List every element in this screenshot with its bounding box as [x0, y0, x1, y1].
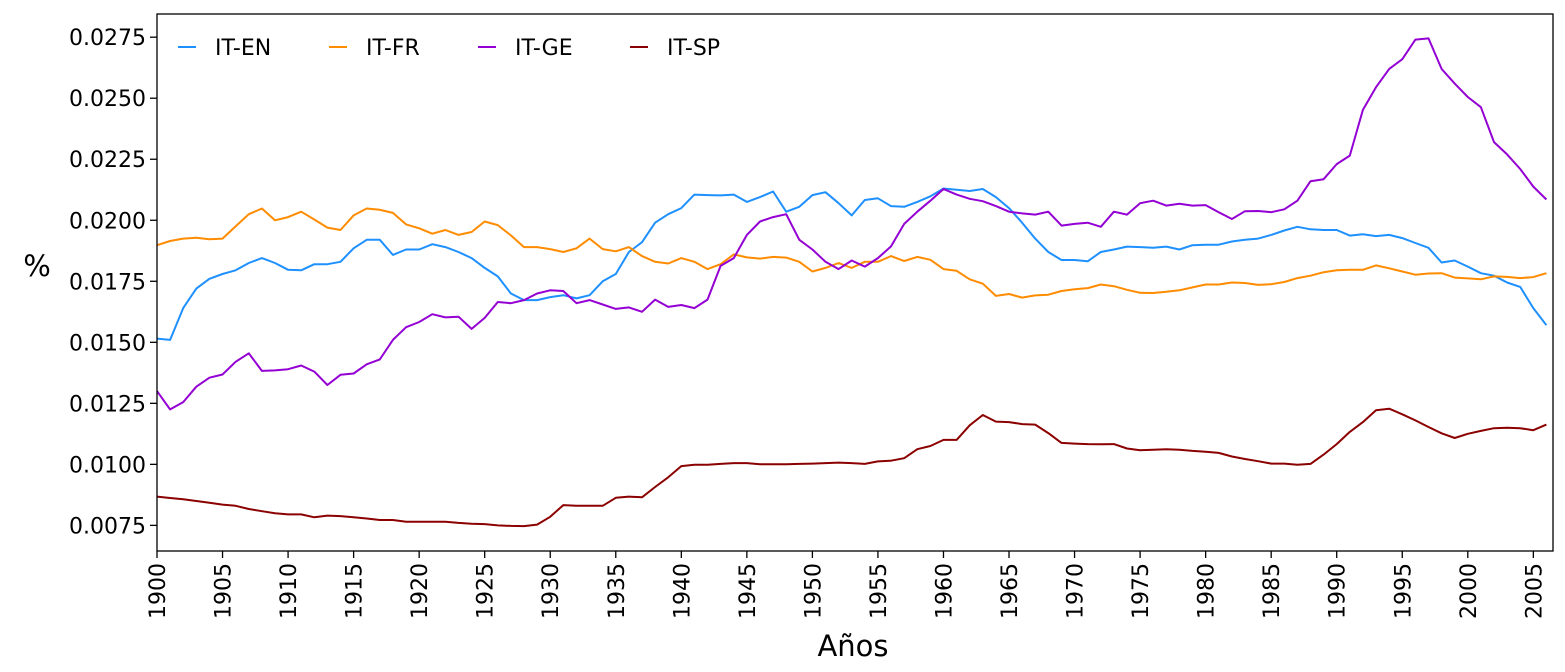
y-tick-label: 0.0150: [69, 331, 146, 356]
x-tick-label: 1975: [1129, 563, 1154, 619]
y-tick-label: 0.0175: [69, 270, 146, 295]
x-tick-label: 1935: [605, 563, 630, 619]
x-tick-label: 1970: [1064, 563, 1089, 619]
series-line-it-sp: [156, 407, 1547, 528]
y-tick-label: 0.0075: [69, 514, 146, 539]
series-lines: [156, 37, 1548, 528]
series-line-it-fr: [156, 207, 1547, 299]
x-tick-label: 1985: [1260, 563, 1285, 619]
x-tick-label: 1955: [867, 563, 892, 619]
y-tick-label: 0.0200: [69, 209, 146, 234]
x-axis: 1900 1905 1910 1915 1920 1925 1930 1935 1940 1945…: [146, 551, 1547, 619]
series-line-it-ge: [156, 37, 1548, 411]
x-tick-label: 1930: [539, 563, 564, 619]
y-axis: 0.0075 0.0100 0.0125 0.0150 0.0175 0.0200 0.02…: [69, 26, 157, 539]
x-tick-label: 1945: [736, 563, 761, 619]
y-tick-label: 0.0125: [69, 392, 146, 417]
y-tick-label: 0.0100: [69, 453, 146, 478]
x-tick-label: 1995: [1391, 563, 1416, 619]
legend-item-it-fr: IT-FR: [329, 36, 420, 61]
legend-label: IT-SP: [667, 36, 720, 61]
x-tick-label: 2005: [1522, 563, 1547, 619]
x-tick-label: 1920: [408, 563, 433, 619]
legend-label: IT-FR: [366, 36, 420, 61]
series-line-it-en: [156, 187, 1548, 341]
x-tick-label: 1940: [670, 563, 695, 619]
x-tick-label: 1905: [212, 563, 237, 619]
legend: IT-EN IT-FR IT-GE IT-SP: [178, 36, 720, 61]
x-tick-label: 1915: [343, 563, 368, 619]
x-tick-label: 1960: [933, 563, 958, 619]
legend-item-it-sp: IT-SP: [630, 36, 720, 61]
legend-item-it-en: IT-EN: [178, 36, 271, 61]
plot-frame: [156, 13, 1554, 552]
x-tick-label: 1900: [146, 563, 171, 619]
x-tick-label: 1925: [474, 563, 499, 619]
x-tick-label: 1990: [1326, 563, 1351, 619]
y-tick-label: 0.0250: [69, 87, 146, 112]
legend-item-it-ge: IT-GE: [478, 36, 573, 61]
x-tick-label: 1980: [1195, 563, 1220, 619]
legend-label: IT-GE: [515, 36, 573, 61]
x-tick-label: 2000: [1457, 563, 1482, 619]
x-tick-label: 1950: [801, 563, 826, 619]
y-tick-label: 0.0275: [69, 26, 146, 51]
y-tick-label: 0.0225: [69, 148, 146, 173]
x-axis-label: Años: [817, 629, 888, 663]
legend-label: IT-EN: [215, 36, 271, 61]
x-tick-label: 1965: [998, 563, 1023, 619]
y-axis-label: %: [23, 249, 51, 283]
x-tick-label: 1910: [277, 563, 302, 619]
